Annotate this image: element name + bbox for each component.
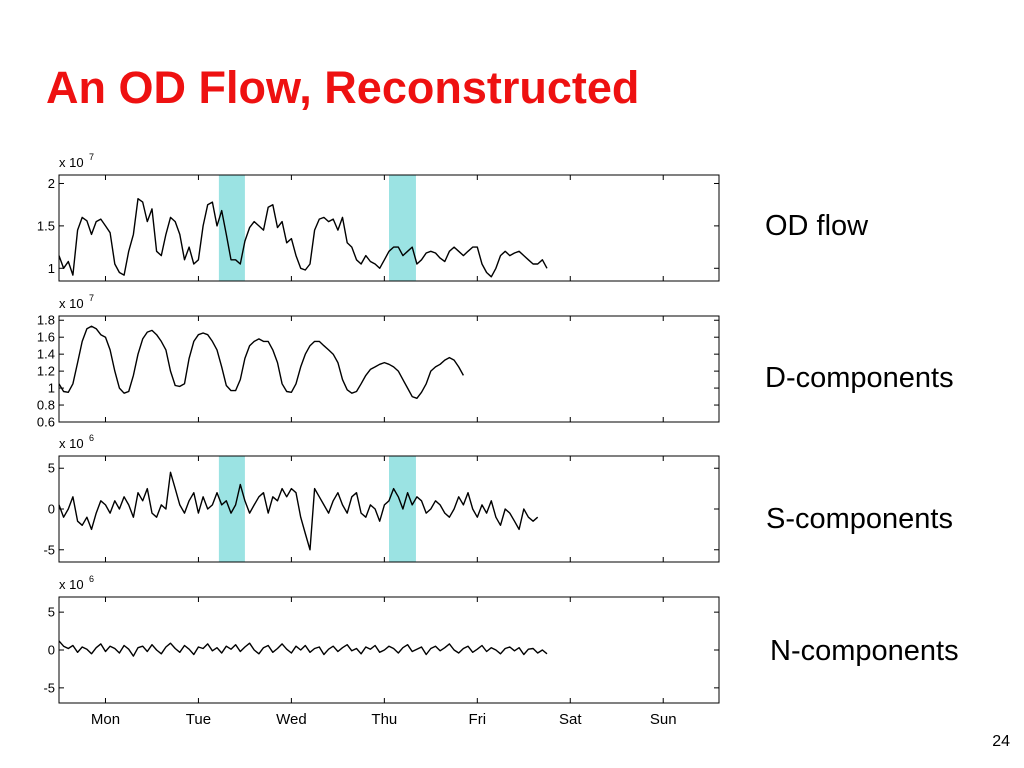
panel-d-components-scale-label: x 10 (59, 296, 84, 311)
panel-od-flow-frame (58, 174, 720, 282)
panel-od-flow-ytick-label-0: 1 (48, 261, 55, 276)
slide-title: An OD Flow, Reconstructed (46, 62, 640, 113)
panel-d-components-scale-exponent: 7 (89, 293, 94, 303)
panel-d-components-series-line (58, 325, 465, 399)
x-category-label-thu: Thu (371, 711, 397, 728)
panel-s-components-highlight-band-0 (218, 456, 245, 562)
panel-d-components-ytick-label-3: 1.2 (37, 364, 55, 379)
panel-n-components-frame (58, 596, 720, 704)
panel-n-components-ytick-label-0: -5 (43, 680, 55, 695)
panel-s-components-scale-exponent: 6 (89, 433, 94, 443)
label-n-components: N-components (770, 635, 959, 667)
panel-od-flow-highlight-band-0 (218, 175, 245, 281)
panel-d-components-ytick-label-1: 0.8 (37, 398, 55, 413)
panel-s-components-ytick-label-0: -5 (43, 542, 55, 557)
panel-n-components-scale-exponent: 6 (89, 574, 94, 584)
panel-d-components-ytick-label-0: 0.6 (37, 415, 55, 430)
panel-n-components-series-line (58, 640, 548, 657)
panel-s-components-scale-label: x 10 (59, 436, 84, 451)
x-category-label-fri: Fri (469, 711, 487, 728)
label-d-components: D-components (765, 362, 954, 394)
panel-s-components-ytick-label-2: 5 (48, 461, 55, 476)
slide-number: 24 (992, 733, 1010, 750)
panel-s-components-ytick-label-1: 0 (48, 502, 55, 517)
panel-od-flow-ytick-label-1: 1.5 (37, 218, 55, 233)
panel-od-flow-scale-exponent: 7 (89, 152, 94, 162)
panel-n-components-scale-label: x 10 (59, 577, 84, 592)
panel-s-components-frame (58, 455, 720, 563)
panel-n-components-ytick-label-2: 5 (48, 605, 55, 620)
x-category-label-mon: Mon (91, 711, 120, 728)
panel-n-components-ytick-label-1: 0 (48, 643, 55, 658)
panel-od-flow-ytick-label-2: 2 (48, 176, 55, 191)
panel-od-flow-highlight-band-1 (389, 175, 416, 281)
panel-d-components-ytick-label-5: 1.6 (37, 330, 55, 345)
x-category-label-wed: Wed (276, 711, 307, 728)
label-od-flow: OD flow (765, 210, 869, 242)
panel-d-components-frame (58, 315, 720, 423)
panel-d-components-ytick-label-4: 1.4 (37, 347, 55, 362)
x-category-label-tue: Tue (186, 711, 211, 728)
label-s-components: S-components (766, 503, 953, 535)
x-category-label-sat: Sat (559, 711, 582, 728)
panel-d-components-ytick-label-2: 1 (48, 381, 55, 396)
panel-od-flow-scale-label: x 10 (59, 155, 84, 170)
panel-d-components-ytick-label-6: 1.8 (37, 313, 55, 328)
x-category-label-sun: Sun (650, 711, 677, 728)
panel-od-flow-series-line (58, 197, 548, 278)
panel-s-components-series-line (58, 471, 539, 551)
